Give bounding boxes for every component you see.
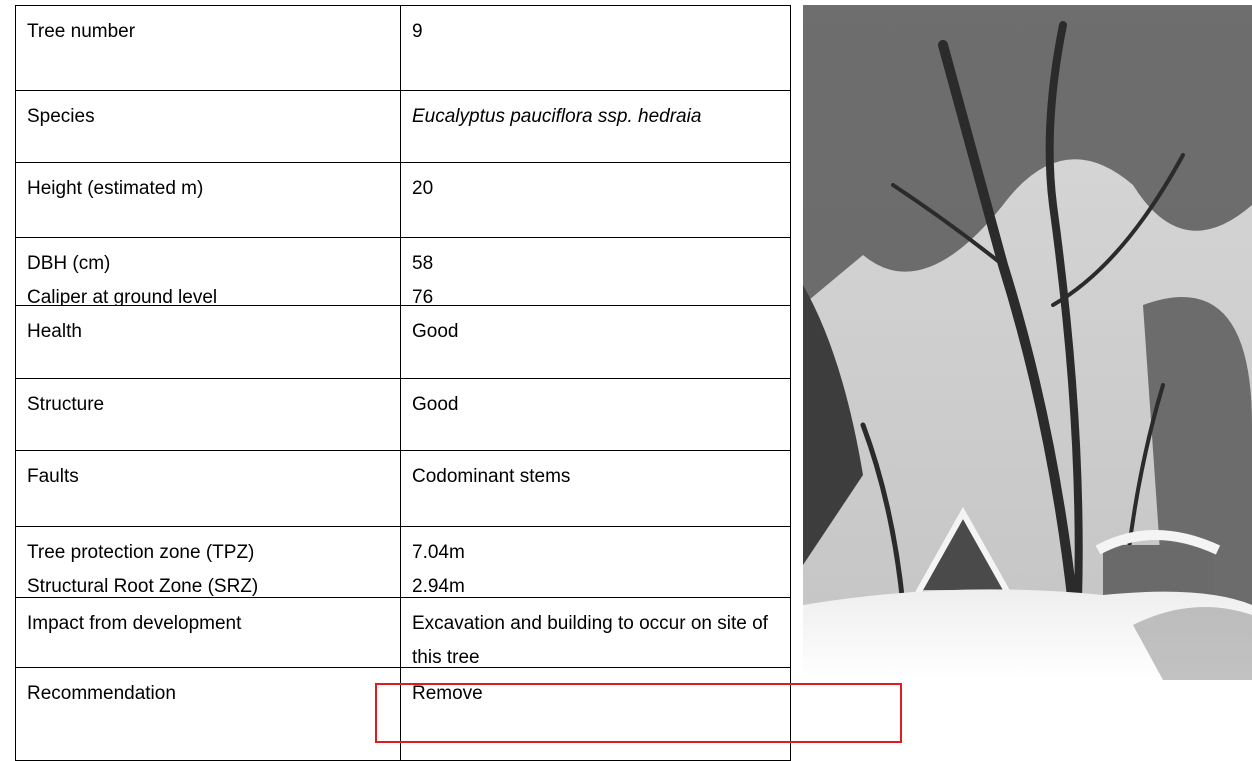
cell-text: Caliper at ground level: [27, 281, 389, 306]
row-label: Species: [15, 90, 401, 163]
cell-text: Health: [27, 315, 389, 349]
cell-text: 20: [412, 172, 779, 206]
cell-text: Impact from development: [27, 607, 389, 641]
row-label: Tree protection zone (TPZ)Structural Roo…: [15, 526, 401, 598]
row-label: Impact from development: [15, 597, 401, 668]
cell-text: 7.04m: [412, 536, 779, 570]
row-label: Height (estimated m): [15, 162, 401, 238]
row-label: DBH (cm)Caliper at ground level: [15, 237, 401, 306]
cell-text: Structure: [27, 388, 389, 422]
cell-text: Species: [27, 100, 389, 134]
cell-text: Structural Root Zone (SRZ): [27, 570, 389, 598]
cell-text: Tree number: [27, 15, 389, 49]
cell-text: Faults: [27, 460, 389, 494]
tree-photo: [803, 5, 1252, 680]
cell-text: Tree protection zone (TPZ): [27, 536, 389, 570]
row-label: Faults: [15, 450, 401, 527]
cell-text: 58: [412, 247, 779, 281]
row-label: Health: [15, 305, 401, 379]
cell-text: 9: [412, 15, 779, 49]
row-value: Codominant stems: [400, 450, 791, 527]
row-value: Excavation and building to occur on site…: [400, 597, 791, 668]
row-value: 9: [400, 5, 791, 91]
cell-text: Eucalyptus pauciflora ssp. hedraia: [412, 100, 779, 134]
cell-text: Excavation and building to occur on site…: [412, 607, 779, 668]
page: Tree number 9 Species Eucalyptus pauciflora…: [0, 0, 1252, 715]
row-label: Structure: [15, 378, 401, 451]
row-value: Good: [400, 305, 791, 379]
row-value: Good: [400, 378, 791, 451]
row-label: Tree number: [15, 5, 401, 91]
cell-text: DBH (cm): [27, 247, 389, 281]
cell-text: Height (estimated m): [27, 172, 389, 206]
cell-text: Recommendation: [27, 677, 389, 711]
cell-text: Good: [412, 388, 779, 422]
row-value: 20: [400, 162, 791, 238]
cell-text: Good: [412, 315, 779, 349]
row-label: Recommendation: [15, 667, 401, 761]
highlight-box: [375, 683, 902, 743]
cell-text: 76: [412, 281, 779, 306]
cell-text: 2.94m: [412, 570, 779, 598]
cell-text: Codominant stems: [412, 460, 779, 494]
row-value: Eucalyptus pauciflora ssp. hedraia: [400, 90, 791, 163]
